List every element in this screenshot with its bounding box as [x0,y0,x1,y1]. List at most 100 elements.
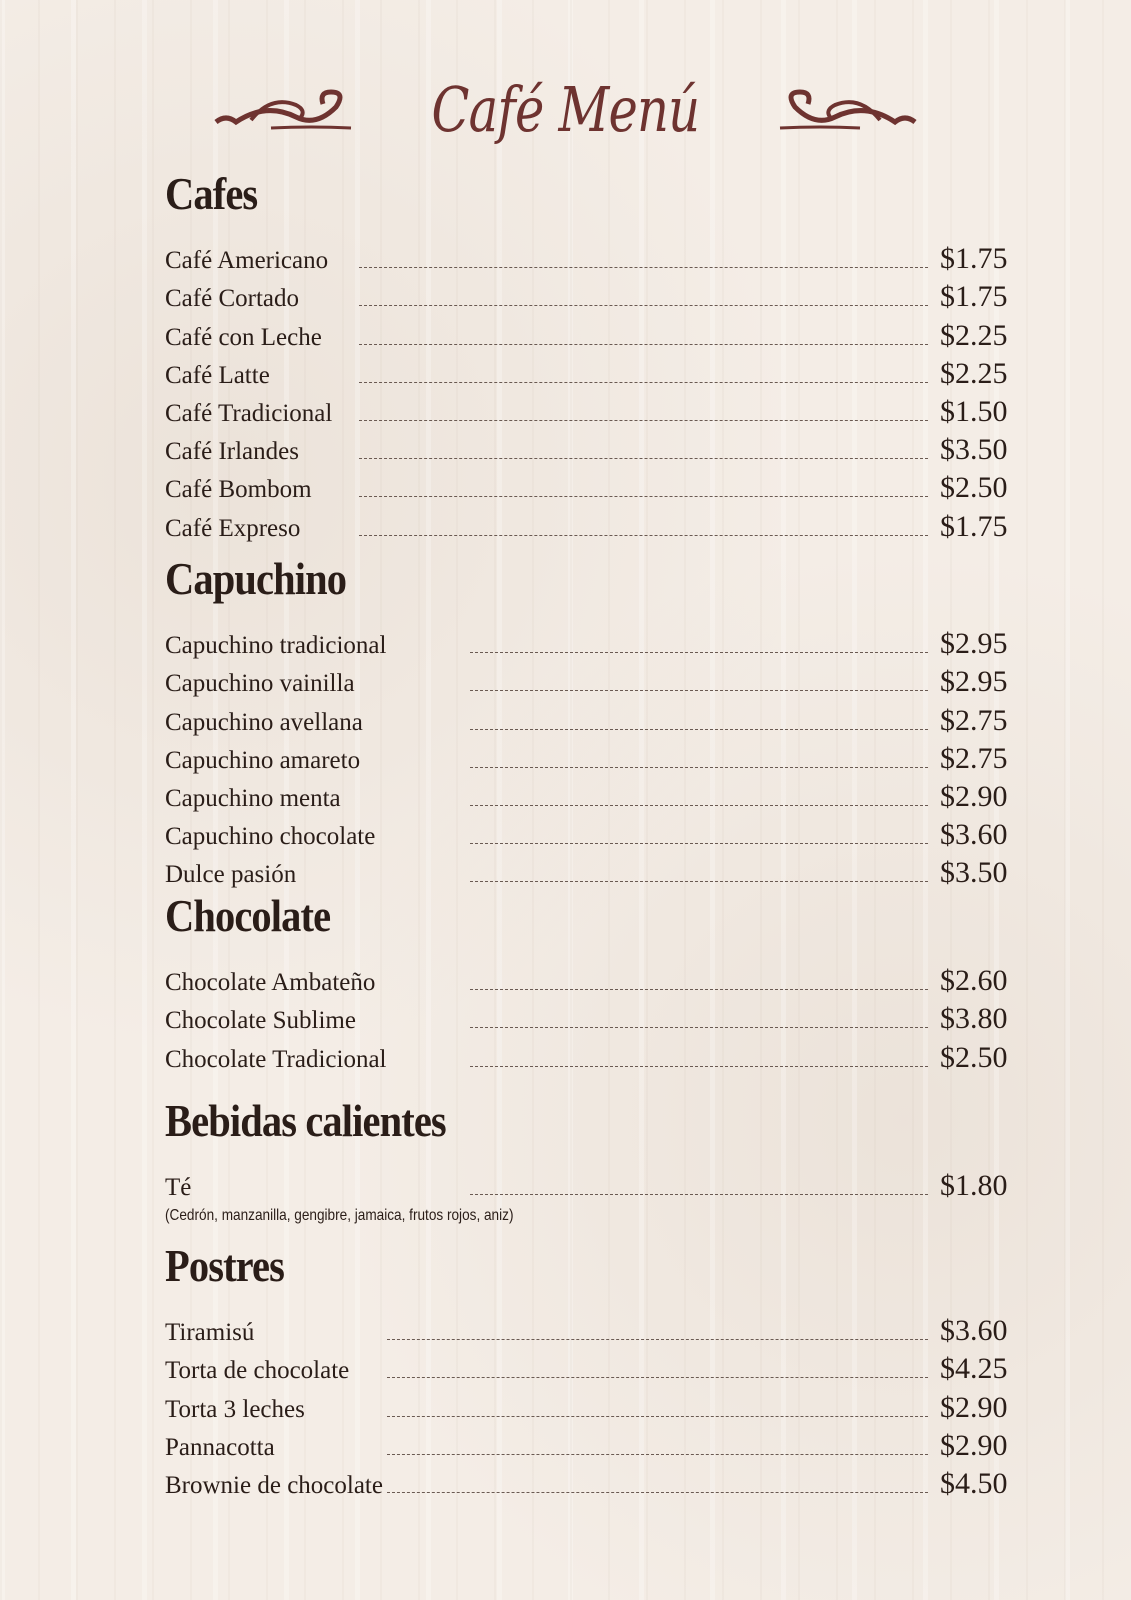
item-name: Café Bombom [165,476,312,504]
dotted-leader [387,1415,928,1417]
item-price: $2.75 [940,741,1008,775]
item-name: Chocolate Ambateño [165,969,376,997]
dotted-leader [359,458,928,460]
dotted-leader [359,343,928,345]
menu-item: Café Bombom $2.50 [165,467,1015,505]
item-name: Café Tradicional [165,399,333,427]
dotted-leader [470,804,928,806]
item-name: Café con Leche [165,323,322,351]
dotted-leader [359,381,928,383]
dotted-leader [387,1453,928,1455]
menu-item: Café con Leche $2.25 [165,314,1015,352]
item-price: $1.75 [940,280,1008,314]
menu-section: Postres Tiramisú $3.60 Torta de chocolate $4… [165,1240,1015,1501]
menu-item: Chocolate Ambateño $2.60 [165,960,1015,998]
menu-title: Café Menú [0,68,1131,146]
item-price: $1.75 [940,509,1008,543]
menu-item: Capuchino vainilla $2.95 [165,661,1015,699]
menu-item: Café Expreso $1.75 [165,505,1015,543]
dotted-leader [470,843,928,845]
dotted-leader [470,652,928,654]
item-name: Torta de chocolate [165,1357,350,1385]
menu-item: Brownie de chocolate $4.50 [165,1463,1015,1501]
dotted-leader [359,534,928,536]
item-price: $1.80 [940,1169,1008,1203]
item-price: $4.25 [940,1352,1008,1386]
menu-section: Chocolate Chocolate Ambateño $2.60 Chocolat… [165,890,1015,1075]
section-heading: Capuchino [165,553,347,604]
dotted-leader [470,728,928,730]
item-price: $3.50 [940,433,1008,467]
menu-section: Bebidas calientes Té $1.80 (Cedrón, manzani… [165,1095,1015,1225]
dotted-leader [359,267,928,269]
left-ornament-icon [214,89,352,130]
dotted-leader [470,690,928,692]
menu-item: Chocolate Tradicional $2.50 [165,1036,1015,1074]
item-price: $2.95 [940,627,1008,661]
item-name: Capuchino avellana [165,708,363,736]
item-price: $1.75 [940,242,1008,276]
item-name: Capuchino menta [165,784,341,812]
item-name: Café Latte [165,361,270,389]
item-price: $2.95 [940,665,1008,699]
menu-item: Capuchino menta $2.90 [165,776,1015,814]
dotted-leader [359,419,928,421]
menu-item: Capuchino amareto $2.75 [165,738,1015,776]
item-name: Capuchino tradicional [165,632,387,660]
dotted-leader [387,1339,928,1341]
item-name: Brownie de chocolate [165,1471,383,1499]
item-price: $3.80 [940,1002,1008,1036]
item-name: Torta 3 leches [165,1395,305,1423]
section-heading: Chocolate [165,890,331,941]
section-heading: Bebidas calientes [165,1095,447,1146]
dotted-leader [359,305,928,307]
item-name: Dulce pasión [165,861,297,889]
dotted-leader [470,1194,928,1196]
menu-item: Dulce pasión $3.50 [165,852,1015,890]
menu-item: Té $1.80 [165,1165,1015,1203]
menu-section: Cafes Café Americano $1.75 Café Cortado $1.7… [165,168,1015,544]
item-name: Capuchino amareto [165,746,361,774]
item-price: $2.50 [940,1040,1008,1074]
menu-item: Capuchino avellana $2.75 [165,699,1015,737]
item-name: Café Americano [165,247,329,275]
menu-item: Pannacotta $2.90 [165,1425,1015,1463]
menu-item: Café Irlandes $3.50 [165,429,1015,467]
item-price: $2.90 [940,779,1008,813]
item-name: Té [165,1174,192,1202]
item-price: $2.60 [940,964,1008,998]
right-ornament-icon [779,89,917,130]
dotted-leader [470,989,928,991]
item-name: Chocolate Sublime [165,1007,356,1035]
item-price: $3.60 [940,1314,1008,1348]
menu-item: Torta 3 leches $2.90 [165,1386,1015,1424]
menu-item: Chocolate Sublime $3.80 [165,998,1015,1036]
item-price: $3.50 [940,856,1008,890]
section-heading: Postres [165,1240,285,1291]
item-name: Chocolate Tradicional [165,1045,387,1073]
item-price: $2.90 [940,1390,1008,1424]
item-name: Café Irlandes [165,438,299,466]
menu-item: Café Americano $1.75 [165,238,1015,276]
dotted-leader [387,1491,928,1493]
item-price: $1.50 [940,394,1008,428]
item-price: $2.90 [940,1428,1008,1462]
item-note: (Cedrón, manzanilla, gengibre, jamaica, … [165,1207,514,1225]
item-price: $2.25 [940,356,1008,390]
menu-item: Capuchino chocolate $3.60 [165,814,1015,852]
item-name: Capuchino vainilla [165,670,355,698]
item-name: Café Expreso [165,514,301,542]
dotted-leader [387,1377,928,1379]
item-price: $3.60 [940,818,1008,852]
menu-item: Capuchino tradicional $2.95 [165,623,1015,661]
item-name: Pannacotta [165,1433,275,1461]
item-price: $2.75 [940,703,1008,737]
dotted-leader [470,1027,928,1029]
menu-item: Café Latte $2.25 [165,353,1015,391]
item-price: $2.25 [940,318,1008,352]
menu-item: Café Cortado $1.75 [165,276,1015,314]
dotted-leader [359,496,928,498]
menu-section: Capuchino Capuchino tradicional $2.95 Capuc… [165,553,1015,890]
dotted-leader [470,1065,928,1067]
menu-item: Tiramisú $3.60 [165,1310,1015,1348]
